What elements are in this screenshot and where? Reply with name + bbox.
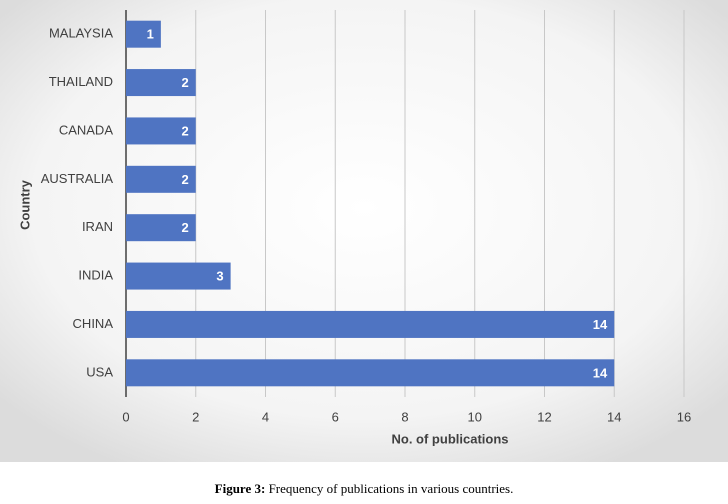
- data-label: 3: [216, 269, 223, 284]
- caption-text: Frequency of publications in various cou…: [269, 481, 514, 496]
- y-tick-label: INDIA: [78, 268, 113, 283]
- y-tick-label: IRAN: [82, 219, 113, 234]
- x-axis-title: No. of publications: [392, 431, 509, 446]
- y-tick-label: MALAYSIA: [49, 26, 113, 41]
- data-label: 2: [182, 172, 189, 187]
- bar: [126, 117, 196, 145]
- data-label: 14: [593, 365, 608, 380]
- data-label: 2: [182, 220, 189, 235]
- y-tick-label: CANADA: [59, 122, 114, 137]
- bar: [126, 359, 615, 387]
- data-label: 14: [593, 317, 608, 332]
- y-tick-label: CHINA: [73, 316, 114, 331]
- x-tick-label: 12: [537, 409, 551, 424]
- data-label: 2: [182, 123, 189, 138]
- y-tick-label: USA: [86, 364, 113, 379]
- y-tick-label: THAILAND: [49, 74, 113, 89]
- x-tick-label: 10: [468, 409, 482, 424]
- x-tick-label: 2: [192, 409, 199, 424]
- data-label: 1: [147, 27, 154, 42]
- x-tick-label: 0: [122, 409, 129, 424]
- caption: Figure 3: Frequency of publications in v…: [215, 481, 514, 496]
- bar: [126, 310, 615, 338]
- y-axis-title: Country: [17, 179, 32, 230]
- bar: [126, 165, 196, 193]
- x-tick-label: 8: [401, 409, 408, 424]
- data-label: 2: [182, 75, 189, 90]
- x-tick-label: 16: [677, 409, 691, 424]
- bar: [126, 69, 196, 97]
- x-tick-label: 14: [607, 409, 621, 424]
- bar: [126, 214, 196, 242]
- x-tick-label: 4: [262, 409, 269, 424]
- bar: [126, 20, 161, 48]
- x-tick-label: 6: [332, 409, 339, 424]
- y-tick-label: AUSTRALIA: [41, 171, 114, 186]
- caption-label: Figure 3:: [215, 481, 266, 496]
- bar: [126, 262, 231, 290]
